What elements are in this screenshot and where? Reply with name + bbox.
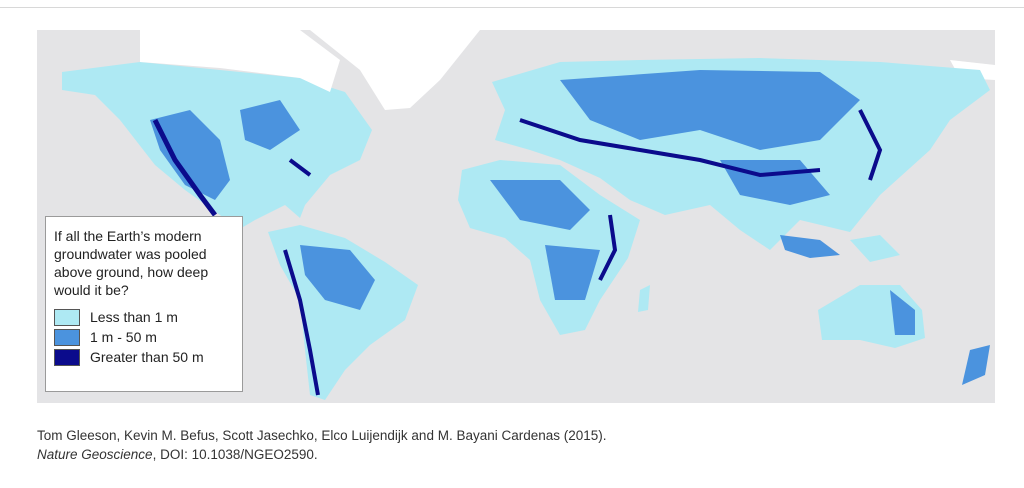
world-map <box>37 30 995 403</box>
legend-items: Less than 1 m 1 m - 50 m Greater than 50 m <box>54 307 234 367</box>
legend-label: 1 m - 50 m <box>90 329 157 345</box>
legend-swatch <box>54 348 80 366</box>
citation-source: Nature Geoscience, DOI: 10.1038/NGEO2590… <box>37 445 607 464</box>
citation-doi: , DOI: 10.1038/NGEO2590. <box>152 447 318 462</box>
citation: Tom Gleeson, Kevin M. Befus, Scott Jasec… <box>37 426 607 464</box>
divider <box>0 7 1024 8</box>
legend: If all the Earth’s modern groundwater was… <box>45 216 243 392</box>
legend-title-line: If all the Earth’s modern <box>54 228 202 244</box>
legend-title: If all the Earth’s modern groundwater was… <box>54 227 234 299</box>
legend-swatch <box>54 308 80 326</box>
citation-authors: Tom Gleeson, Kevin M. Befus, Scott Jasec… <box>37 428 607 443</box>
legend-swatch <box>54 328 80 346</box>
citation-journal: Nature Geoscience <box>37 447 153 462</box>
legend-item: Less than 1 m <box>54 307 234 327</box>
legend-label: Less than 1 m <box>90 309 178 325</box>
legend-item: Greater than 50 m <box>54 347 234 367</box>
legend-title-line: groundwater was pooled <box>54 246 207 262</box>
legend-title-line: would it be? <box>54 282 129 298</box>
legend-item: 1 m - 50 m <box>54 327 234 347</box>
legend-label: Greater than 50 m <box>90 349 204 365</box>
legend-title-line: above ground, how deep <box>54 264 209 280</box>
